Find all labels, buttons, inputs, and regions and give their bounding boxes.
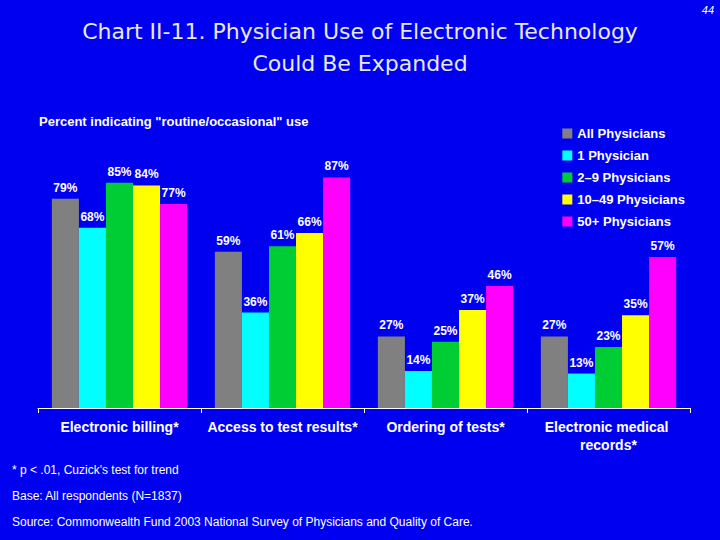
- svg-text:57%: 57%: [651, 239, 675, 253]
- svg-text:1 Physician: 1 Physician: [577, 148, 649, 163]
- svg-text:* p < .01, Cuzick's test for t: * p < .01, Cuzick's test for trend: [12, 463, 179, 477]
- svg-text:77%: 77%: [162, 186, 186, 200]
- svg-text:2–9 Physicians: 2–9 Physicians: [577, 170, 670, 185]
- svg-text:61%: 61%: [270, 228, 294, 242]
- svg-text:85%: 85%: [107, 165, 131, 179]
- svg-text:13%: 13%: [569, 356, 593, 370]
- svg-text:79%: 79%: [53, 181, 77, 195]
- svg-text:27%: 27%: [379, 318, 403, 332]
- svg-text:Electronic medical: Electronic medical: [545, 419, 673, 435]
- svg-text:36%: 36%: [243, 295, 267, 309]
- svg-text:10–49 Physicians: 10–49 Physicians: [577, 192, 685, 207]
- svg-text:44: 44: [702, 4, 714, 16]
- svg-text:35%: 35%: [624, 297, 648, 311]
- svg-text:Base: All respondents (N=1837): Base: All respondents (N=1837): [12, 489, 182, 503]
- svg-text:23%: 23%: [596, 329, 620, 343]
- svg-text:Could Be Expanded: Could Be Expanded: [252, 51, 467, 76]
- svg-text:Chart II-11. Physician Use of: Chart II-11. Physician Use of Electronic…: [82, 19, 638, 44]
- svg-text:84%: 84%: [135, 167, 159, 181]
- svg-text:68%: 68%: [80, 210, 104, 224]
- svg-text:66%: 66%: [298, 215, 322, 229]
- svg-text:Ordering of tests*: Ordering of tests*: [386, 419, 505, 435]
- svg-text:59%: 59%: [216, 234, 240, 248]
- svg-text:25%: 25%: [433, 324, 457, 338]
- svg-text:87%: 87%: [325, 159, 349, 173]
- svg-text:27%: 27%: [542, 318, 566, 332]
- svg-text:records*: records*: [580, 437, 637, 453]
- svg-text:Source: Commonwealth Fund 2003: Source: Commonwealth Fund 2003 National …: [12, 515, 473, 529]
- svg-text:46%: 46%: [488, 268, 512, 282]
- svg-text:Access to test results*: Access to test results*: [207, 419, 358, 435]
- svg-text:50+ Physicians: 50+ Physicians: [577, 214, 671, 229]
- svg-text:Electronic billing*: Electronic billing*: [60, 419, 179, 435]
- svg-text:14%: 14%: [406, 353, 430, 367]
- svg-text:Percent indicating "routine/oc: Percent indicating "routine/occasional" …: [39, 114, 309, 129]
- svg-text:37%: 37%: [461, 292, 485, 306]
- svg-text:All Physicians: All Physicians: [577, 126, 665, 141]
